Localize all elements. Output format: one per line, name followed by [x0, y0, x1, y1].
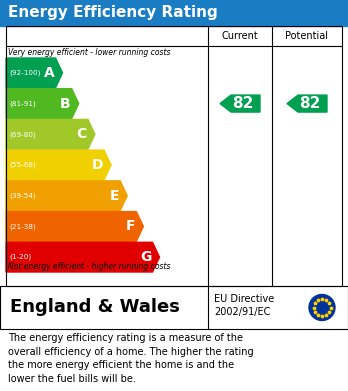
Polygon shape — [287, 95, 327, 112]
Text: F: F — [126, 219, 135, 233]
Text: Very energy efficient - lower running costs: Very energy efficient - lower running co… — [8, 48, 171, 57]
Text: (39-54): (39-54) — [9, 192, 36, 199]
Text: E: E — [110, 189, 119, 203]
Polygon shape — [6, 119, 95, 149]
Text: Not energy efficient - higher running costs: Not energy efficient - higher running co… — [8, 262, 171, 271]
Text: Potential: Potential — [285, 31, 329, 41]
Text: (92-100): (92-100) — [9, 70, 40, 76]
Text: The energy efficiency rating is a measure of the
overall efficiency of a home. T: The energy efficiency rating is a measur… — [8, 333, 254, 384]
Polygon shape — [6, 89, 79, 118]
Polygon shape — [6, 181, 127, 211]
Polygon shape — [6, 58, 63, 88]
Bar — [0, 286, 348, 329]
Circle shape — [309, 294, 335, 321]
Text: A: A — [44, 66, 55, 80]
Text: G: G — [140, 250, 151, 264]
Text: England & Wales: England & Wales — [10, 298, 180, 316]
Text: Current: Current — [222, 31, 258, 41]
Polygon shape — [6, 212, 143, 241]
Polygon shape — [6, 150, 111, 180]
Text: EU Directive
2002/91/EC: EU Directive 2002/91/EC — [214, 294, 274, 317]
Polygon shape — [220, 95, 260, 112]
Text: (55-68): (55-68) — [9, 162, 36, 168]
Text: B: B — [60, 97, 71, 111]
Polygon shape — [6, 242, 159, 272]
Text: Energy Efficiency Rating: Energy Efficiency Rating — [8, 5, 218, 20]
Text: 82: 82 — [299, 96, 321, 111]
Text: (21-38): (21-38) — [9, 223, 36, 230]
Bar — [0, 0, 348, 26]
Text: (1-20): (1-20) — [9, 254, 31, 260]
Text: (81-91): (81-91) — [9, 100, 36, 107]
Text: (69-80): (69-80) — [9, 131, 36, 138]
Text: 82: 82 — [232, 96, 254, 111]
Text: C: C — [77, 127, 87, 141]
Bar — [6, 26, 342, 286]
Text: D: D — [92, 158, 103, 172]
